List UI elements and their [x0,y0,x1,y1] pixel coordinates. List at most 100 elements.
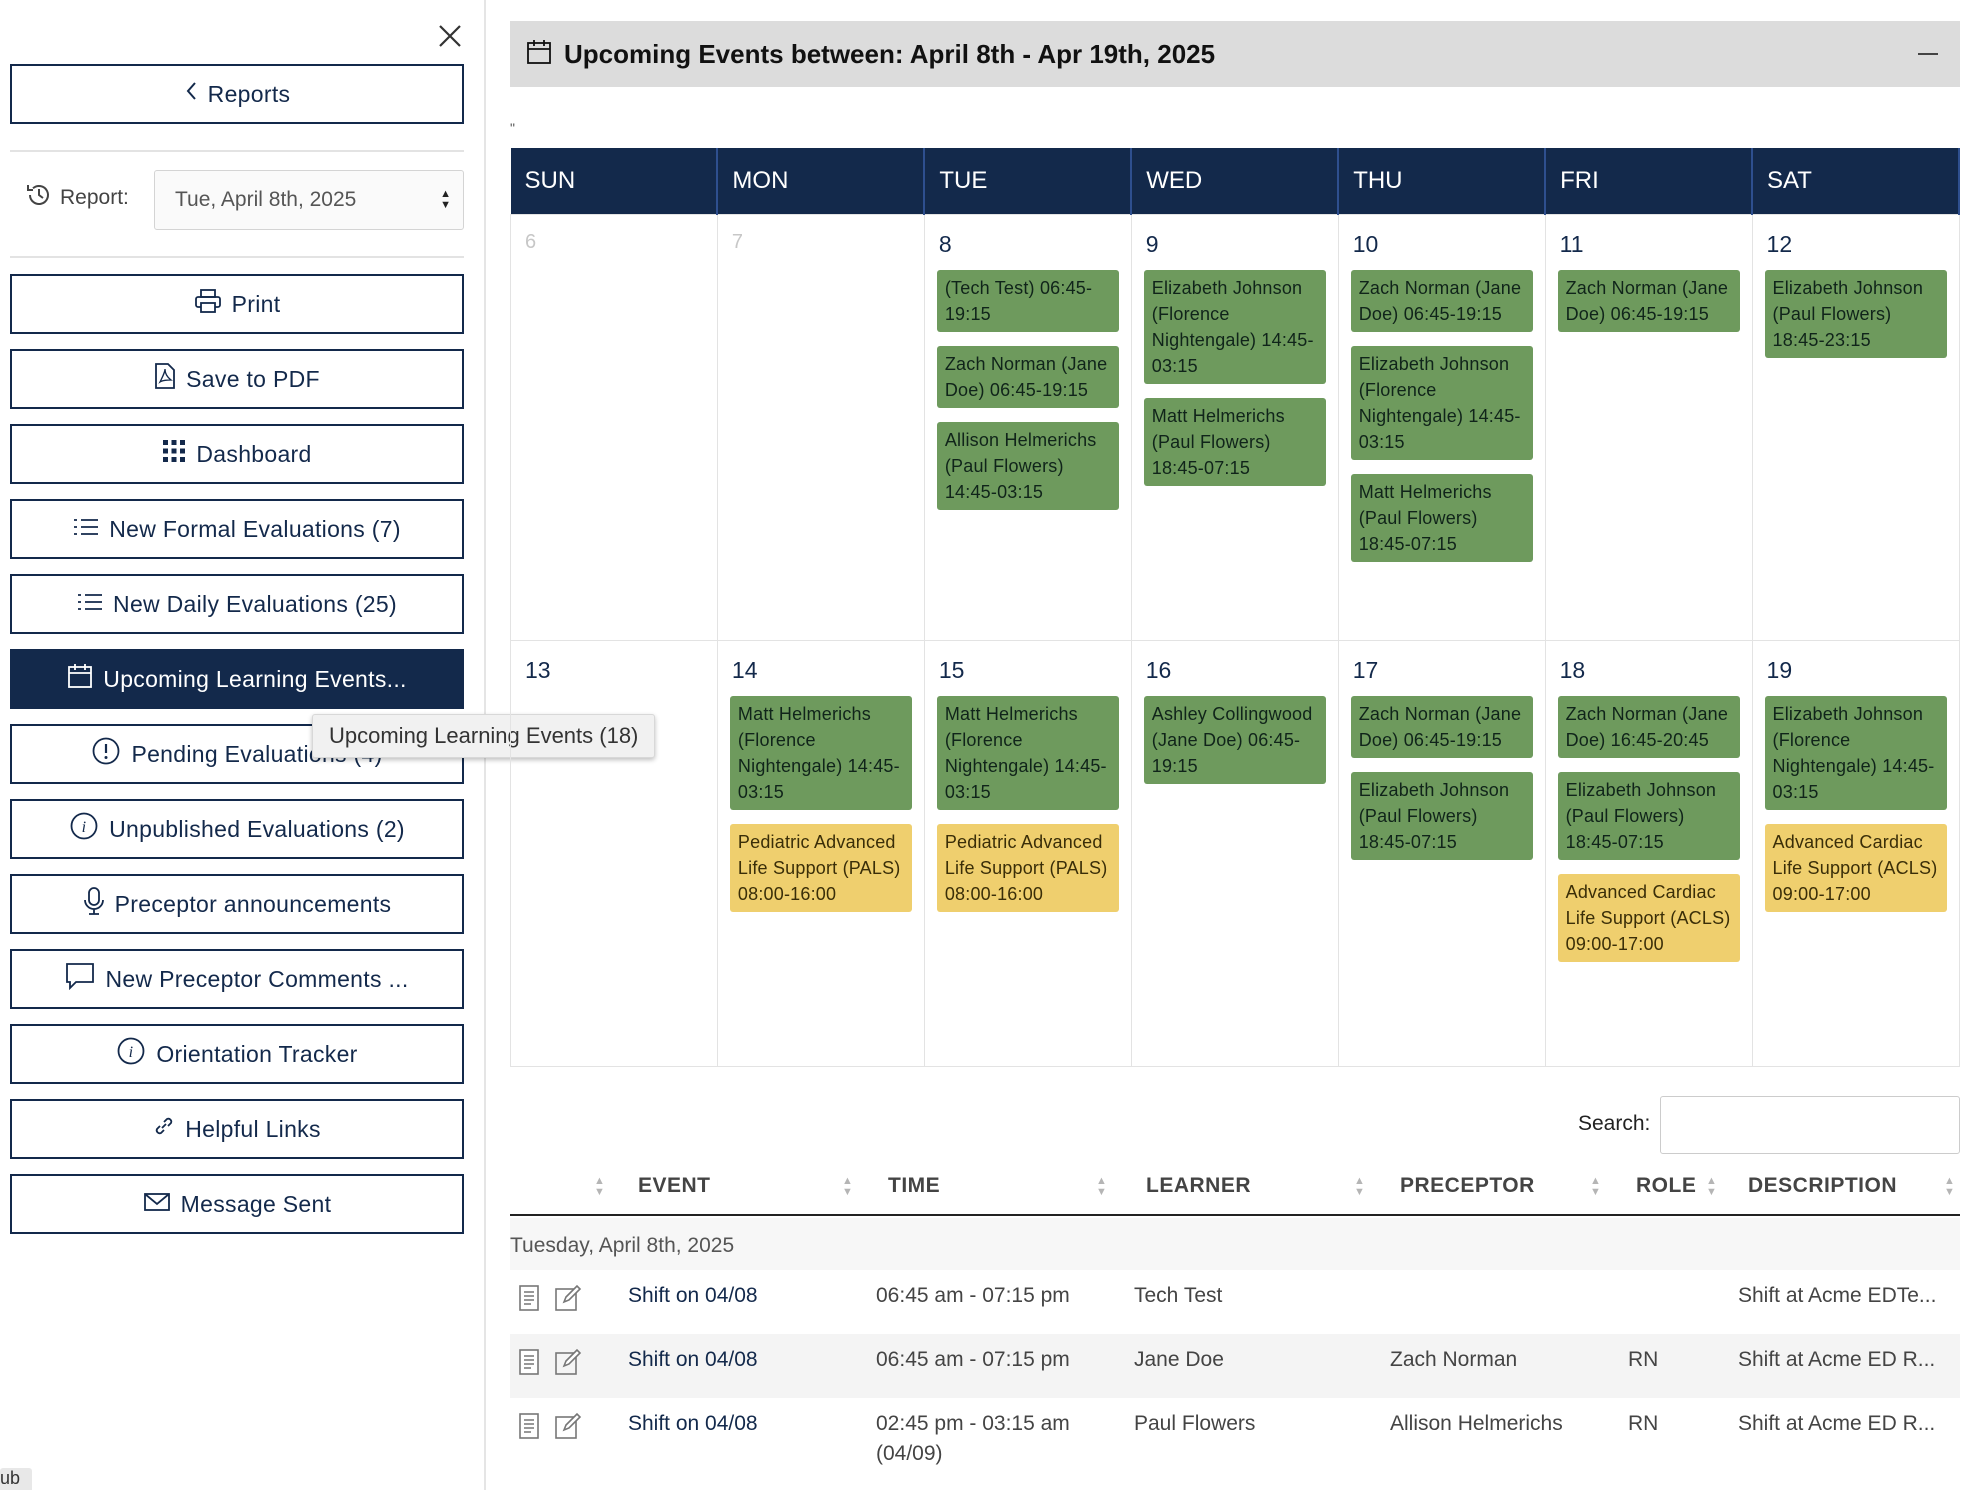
search-input[interactable] [1660,1096,1960,1154]
calendar-shift-event[interactable]: Elizabeth Johnson (Paul Flowers) 18:45-0… [1350,771,1533,860]
row-actions [518,1284,582,1318]
new-formal-evaluations-button[interactable]: New Formal Evaluations (7) [10,499,464,559]
calendar-day-cell[interactable]: 10 Zach Norman (Jane Doe) 06:45-19:15 Eliz… [1337,213,1546,641]
calendar-course-event[interactable]: Pediatric Advanced Life Support (PALS) 0… [936,823,1119,912]
calendar-shift-event[interactable]: Zach Norman (Jane Doe) 06:45-19:15 [1557,269,1740,332]
new-formal-evaluations-label: New Formal Evaluations (7) [109,515,401,542]
calendar-shift-event[interactable]: Elizabeth Johnson (Florence Nightengale)… [1143,269,1326,384]
chevron-left-icon [184,80,198,108]
calendar-shift-event[interactable]: Ashley Collingwood (Jane Doe) 06:45-19:1… [1143,695,1326,784]
print-button[interactable]: Print [10,274,464,334]
day-header-thu: THU [1338,148,1547,214]
preceptor-announcements-button[interactable]: Preceptor announcements [10,874,464,934]
calendar-day-cell[interactable]: 12 Elizabeth Johnson (Paul Flowers) 18:45… [1751,213,1960,641]
calendar-header-row: SUN MON TUE WED THU FRI SAT [510,148,1960,214]
stray-mark: " [510,120,515,136]
calendar-course-event[interactable]: Pediatric Advanced Life Support (PALS) 0… [729,823,912,912]
calendar-shift-event[interactable]: Elizabeth Johnson (Paul Flowers) 18:45-2… [1764,269,1947,358]
calendar-shift-event[interactable]: Allison Helmerichs (Paul Flowers) 14:45-… [936,421,1119,510]
calendar-day-cell[interactable]: 17 Zach Norman (Jane Doe) 06:45-19:15 Eliz… [1337,639,1546,1067]
column-time[interactable]: TIME [888,1174,941,1197]
day-number: 16 [1145,656,1172,683]
calendar-day-cell[interactable]: 6 [510,213,718,641]
calendar-shift-event[interactable]: Zach Norman (Jane Doe) 06:45-19:15 [936,345,1119,408]
close-icon[interactable] [434,20,466,52]
calendar-shift-event[interactable]: Matt Helmerichs (Paul Flowers) 18:45-07:… [1143,397,1326,486]
calendar-course-event[interactable]: Advanced Cardiac Life Support (ACLS) 09:… [1557,873,1740,962]
main-content: Upcoming Events between: April 8th - Apr… [510,0,1968,1490]
comment-icon [65,962,95,996]
document-icon[interactable] [518,1348,540,1382]
column-role[interactable]: ROLE [1636,1174,1697,1197]
calendar-shift-event[interactable]: (Tech Test) 06:45-19:15 [936,269,1119,332]
calendar-shift-event[interactable]: Zach Norman (Jane Doe) 16:45-20:45 [1557,695,1740,758]
dashboard-button[interactable]: Dashboard [10,424,464,484]
calendar-shift-event[interactable]: Matt Helmerichs (Paul Flowers) 18:45-07:… [1350,473,1533,562]
sort-icon[interactable]: ▲ ▼ [1096,1175,1107,1198]
calendar-shift-event[interactable]: Zach Norman (Jane Doe) 06:45-19:15 [1350,269,1533,332]
sort-icon[interactable]: ▲ ▼ [1354,1175,1365,1198]
calendar-day-cell[interactable]: 19 Elizabeth Johnson (Florence Nightengal… [1751,639,1960,1067]
calendar-day-cell[interactable]: 8 (Tech Test) 06:45-19:15 Zach Norman (Jan… [923,213,1132,641]
link-icon [153,1115,175,1143]
message-sent-button[interactable]: Message Sent [10,1174,464,1234]
column-description[interactable]: DESCRIPTION [1748,1174,1898,1197]
search-label: Search: [1578,1112,1651,1135]
save-to-pdf-button[interactable]: Save to PDF [10,349,464,409]
divider [10,256,464,258]
sort-icon[interactable]: ▲ ▼ [1706,1175,1717,1198]
sort-icon[interactable]: ▲ ▼ [842,1175,853,1198]
calendar-day-cell[interactable]: 16 Ashley Collingwood (Jane Doe) 06:45-19… [1130,639,1339,1067]
calendar-day-cell[interactable]: 14 Matt Helmerichs (Florence Nightengale)… [716,639,925,1067]
role-cell: RN [1628,1348,1659,1371]
calendar-day-cell[interactable]: 15 Matt Helmerichs (Florence Nightengale)… [923,639,1132,1067]
bottom-tab[interactable]: ub [0,1468,32,1490]
preceptor-cell: Zach Norman [1390,1348,1518,1371]
table-row[interactable]: Shift on 04/08 02:45 pm - 03:15 am Paul Fl… [510,1398,1960,1490]
event-cell[interactable]: Shift on 04/08 [628,1348,758,1371]
reports-label: Reports [207,80,291,107]
column-event[interactable]: EVENT [638,1174,711,1197]
calendar-shift-event[interactable]: Matt Helmerichs (Florence Nightengale) 1… [936,695,1119,810]
collapse-icon[interactable] [1918,53,1938,55]
day-header-fri: FRI [1545,148,1754,214]
printer-icon [194,288,222,320]
calendar-shift-event[interactable]: Matt Helmerichs (Florence Nightengale) 1… [729,695,912,810]
orientation-tracker-button[interactable]: i Orientation Tracker [10,1024,464,1084]
new-preceptor-comments-button[interactable]: New Preceptor Comments ... [10,949,464,1009]
calendar-shift-event[interactable]: Zach Norman (Jane Doe) 06:45-19:15 [1350,695,1533,758]
helpful-links-button[interactable]: Helpful Links [10,1099,464,1159]
document-icon[interactable] [518,1412,540,1446]
calendar-shift-event[interactable]: Elizabeth Johnson (Florence Nightengale)… [1350,345,1533,460]
calendar-shift-event[interactable]: Elizabeth Johnson (Florence Nightengale)… [1764,695,1947,810]
learner-cell: Jane Doe [1134,1348,1224,1371]
reports-back-button[interactable]: Reports [10,64,464,124]
calendar-shift-event[interactable]: Elizabeth Johnson (Paul Flowers) 18:45-0… [1557,771,1740,860]
report-date-select[interactable]: Tue, April 8th, 2025 ▲ ▼ [154,170,464,230]
upcoming-learning-events-button[interactable]: Upcoming Learning Events... [10,649,464,709]
table-row[interactable]: Shift on 04/08 06:45 am - 07:15 pm Jane Do… [510,1334,1960,1398]
document-icon[interactable] [518,1284,540,1318]
column-preceptor[interactable]: PRECEPTOR [1400,1174,1535,1197]
calendar-day-cell[interactable]: 13 [510,639,718,1067]
edit-icon[interactable] [554,1348,582,1382]
event-cell[interactable]: Shift on 04/08 [628,1412,758,1435]
edit-icon[interactable] [554,1412,582,1446]
pending-evaluations-button[interactable]: Pending Evaluations (4) [10,724,464,784]
sort-icon[interactable]: ▲ ▼ [1590,1175,1601,1198]
unpublished-evaluations-label: Unpublished Evaluations (2) [109,815,405,842]
report-label: Report: [60,186,129,209]
unpublished-evaluations-button[interactable]: i Unpublished Evaluations (2) [10,799,464,859]
column-learner[interactable]: LEARNER [1146,1174,1252,1197]
sort-icon[interactable]: ▲ ▼ [594,1175,605,1198]
calendar-day-cell[interactable]: 18 Zach Norman (Jane Doe) 16:45-20:45 Eliz… [1544,639,1753,1067]
calendar-day-cell[interactable]: 7 [716,213,925,641]
calendar-day-cell[interactable]: 11 Zach Norman (Jane Doe) 06:45-19:15 [1544,213,1753,641]
calendar-course-event[interactable]: Advanced Cardiac Life Support (ACLS) 09:… [1764,823,1947,912]
new-daily-evaluations-button[interactable]: New Daily Evaluations (25) [10,574,464,634]
calendar-day-cell[interactable]: 9 Elizabeth Johnson (Florence Nightengale… [1130,213,1339,641]
event-cell[interactable]: Shift on 04/08 [628,1284,758,1307]
edit-icon[interactable] [554,1284,582,1318]
sort-icon[interactable]: ▲ ▼ [1944,1175,1955,1198]
table-row[interactable]: Shift on 04/08 06:45 am - 07:15 pm Tech Te… [510,1270,1960,1334]
